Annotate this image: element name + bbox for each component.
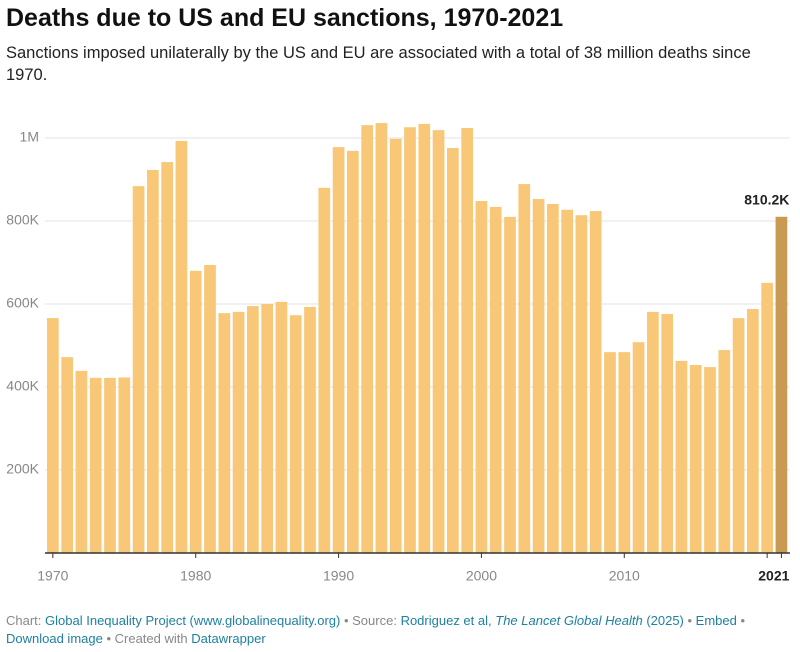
x-tick-label: 2021 [758,568,789,584]
bar [632,342,645,553]
bar [261,304,273,553]
chart: 200K 400K 600K 800K 1M 810.2K 1970 1980 1990 2000… [6,123,790,584]
bar [575,215,588,553]
bar [118,377,131,553]
bar [775,216,788,553]
bar [747,308,759,553]
footer-text: Chart: [6,613,42,628]
bar [104,377,116,553]
bar [375,123,388,553]
bar [404,127,416,554]
y-tick-label: 800K [6,212,39,228]
bar [218,313,231,553]
x-tick-label: 2000 [466,568,497,584]
bar [318,187,331,554]
bar [432,130,445,554]
bar [547,203,559,554]
bar [618,352,631,553]
bar [161,162,173,553]
bar [275,301,288,553]
bar [147,169,159,553]
x-tick-label: 1980 [180,568,211,584]
bar [47,318,59,553]
link[interactable]: Global Inequality Project (www.globaline… [45,613,341,628]
x-tick-label: 1990 [323,568,354,584]
bar [589,211,602,554]
bar [561,209,573,554]
x-tick-label: 2010 [609,568,640,584]
value-label: 810.2K [744,191,789,207]
chart-title: Deaths due to US and EU sanctions, 1970-… [6,4,564,32]
bar [304,306,316,553]
bar [289,315,302,553]
bar [175,140,188,553]
bar [489,206,502,553]
bar [447,147,459,553]
footer: Chart: Global Inequality Project (www.gl… [6,613,746,646]
y-tick-label: 200K [6,461,39,477]
bar [661,313,673,553]
bar [704,367,716,553]
bar [247,306,259,553]
bar [518,184,531,553]
bar [75,370,88,553]
bar [418,123,431,553]
bar [61,357,73,553]
bar [475,201,488,553]
bar [89,377,102,553]
bar [689,365,702,553]
bar [461,128,473,554]
bar [761,282,773,553]
source-journal: The Lancet Global Health [495,613,643,628]
bar [718,350,731,553]
bar [347,150,359,554]
y-tick-label: 400K [6,378,39,394]
chart-subtitle: Sanctions imposed unilaterally by the US… [6,44,751,84]
bar [189,270,202,553]
y-tick-label: 600K [6,295,39,311]
footer-text: • Created with [106,631,188,646]
bar [232,311,245,553]
x-tick-label: 1970 [37,568,68,584]
link[interactable]: Rodriguez et al, The Lancet Global Healt… [401,613,684,628]
y-tick-label: 1M [20,129,39,145]
bar [361,125,373,553]
bar [204,264,216,553]
bar [132,186,145,553]
bar [604,352,616,553]
source-authors: Rodriguez et al, [400,613,492,628]
bar [389,138,402,553]
footer-text: • Source: [343,613,397,628]
bar [675,360,688,553]
bar [647,311,659,553]
download-link[interactable]: Download image [6,631,103,646]
source-year: (2025) [646,613,684,628]
link[interactable]: Datawrapper [191,631,266,646]
bar [532,199,545,553]
bar [504,216,516,553]
bar [732,318,745,553]
embed-link[interactable]: Embed [695,613,737,628]
bar [332,147,345,553]
